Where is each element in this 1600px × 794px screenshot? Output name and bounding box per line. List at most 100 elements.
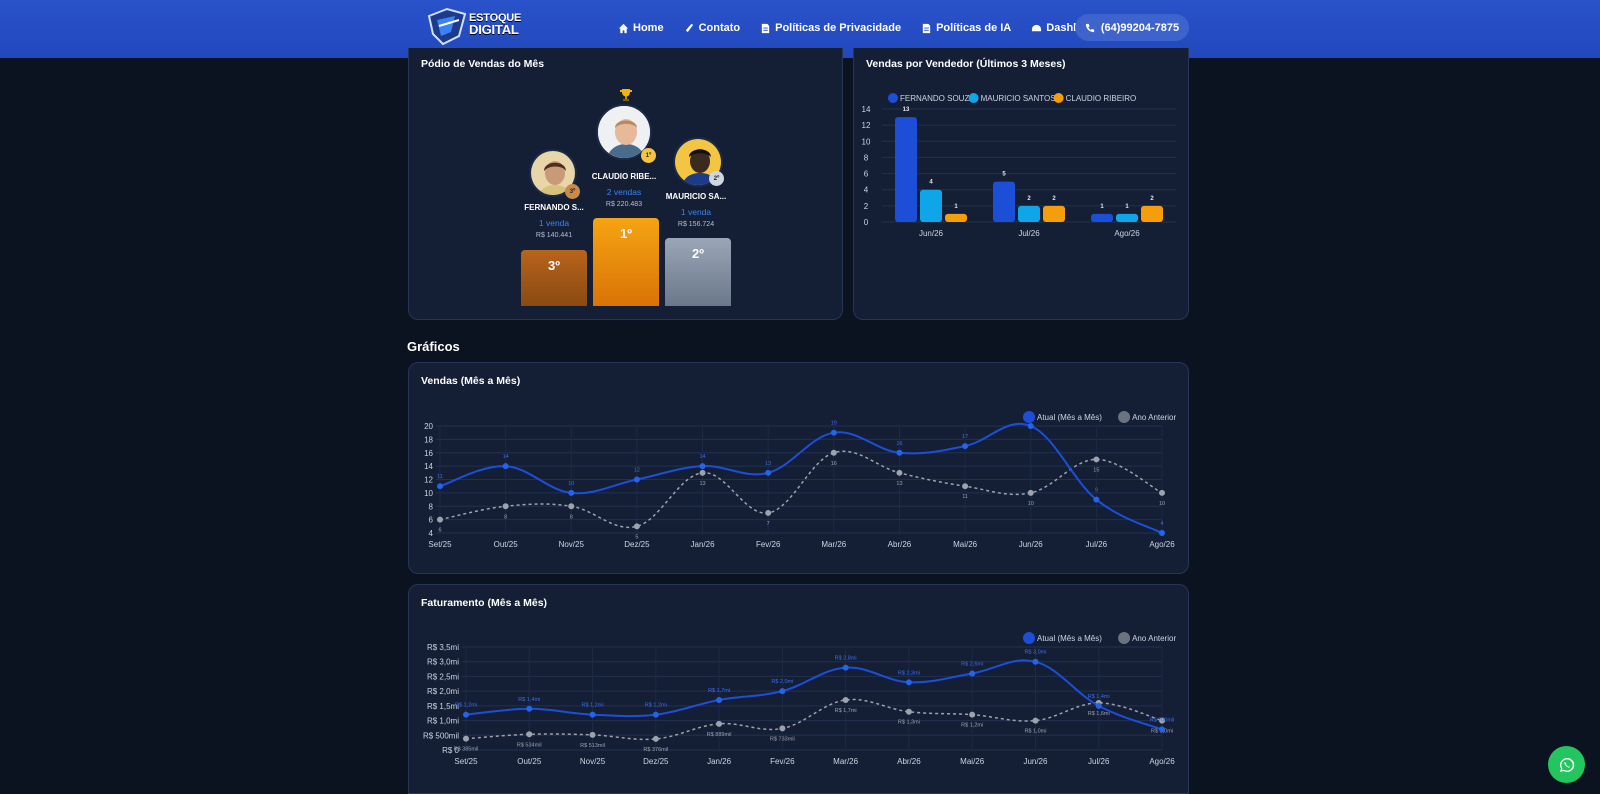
bar-value-label: 2 (1027, 196, 1031, 202)
series-line-atual (465, 659, 1163, 731)
x-tick-label: Jul/26 (1018, 229, 1040, 238)
data-point (568, 489, 575, 496)
phone-button[interactable]: (64)99204-7875 (1075, 14, 1189, 41)
x-tick-label: Dez/25 (643, 757, 669, 766)
brand-logo[interactable]: ESTOQUE DIGITAL (425, 6, 521, 46)
nav-home[interactable]: Home (618, 22, 664, 34)
series-line-atual (439, 422, 1163, 534)
nav-politicas-ia-label: Políticas de IA (936, 22, 1012, 34)
bar-value-label: 5 (1002, 172, 1006, 178)
x-tick-label: Ago/26 (1114, 229, 1140, 238)
y-tick-label: 2 (864, 202, 869, 211)
bar (1141, 205, 1163, 222)
x-tick-label: Jun/26 (919, 229, 944, 238)
faturamento-line-chart: R$ 0 R$ 500mil R$ 1,0mi R$ 1,5mi R$ 2,0mi R$ … (423, 632, 1176, 766)
data-point (652, 711, 659, 718)
y-tick-label: 6 (429, 516, 434, 525)
podium-block-second: 2º (665, 238, 731, 306)
data-point (502, 503, 509, 510)
legend-label: Atual (Mês a Mês) (1037, 413, 1102, 422)
data-point (830, 429, 837, 436)
podium-title: Pódio de Vendas do Mês (421, 58, 545, 70)
legend-swatch (888, 93, 898, 103)
data-label: 8 (504, 514, 507, 520)
data-point (765, 509, 772, 516)
data-point (1095, 702, 1102, 709)
y-tick-label: R$ 1,5mi (427, 702, 459, 711)
x-tick-label: Fev/26 (770, 757, 795, 766)
bar (1043, 205, 1065, 222)
x-tick-label: Out/25 (517, 757, 542, 766)
x-tick-label: Jan/26 (707, 757, 732, 766)
brand-line-1: ESTOQUE (469, 12, 522, 24)
section-title-graficos: Gráficos (407, 339, 460, 354)
legend-swatch (968, 93, 979, 103)
nav-privacidade-label: Políticas de Privacidade (775, 22, 902, 34)
data-point (1159, 530, 1165, 536)
data-label: 4 (1160, 521, 1163, 527)
data-label: 14 (699, 454, 705, 460)
nav-privacidade[interactable]: Políticas de Privacidade (760, 22, 901, 34)
x-tick-label: Abr/26 (888, 540, 912, 549)
x-tick-label: Ago/26 (1149, 757, 1175, 766)
y-tick-label: 8 (429, 502, 434, 511)
data-label: 8 (570, 514, 573, 520)
data-point (765, 469, 772, 476)
data-point (1027, 423, 1034, 429)
third-seller-sales: 1 venda (538, 218, 570, 228)
data-point (716, 720, 723, 727)
data-point (652, 735, 659, 742)
data-label: R$ 1,4mi (1088, 694, 1110, 700)
podium-block-third: 3º (521, 250, 587, 306)
data-point (1032, 717, 1039, 724)
bar (945, 213, 967, 222)
y-tick-label: 20 (424, 422, 433, 431)
data-point (699, 463, 706, 470)
legend-swatch (1118, 632, 1131, 644)
rank-badge-second: 2º (709, 171, 724, 186)
vendas-chart-title: Vendas (Mês a Mês) (421, 375, 521, 387)
data-point (1159, 726, 1165, 733)
first-seller-sales: 2 vendas (606, 187, 642, 197)
y-tick-label: 14 (424, 462, 433, 471)
data-label: R$ 700mil (1150, 717, 1175, 723)
vendas-chart-card: Vendas (Mês a Mês) 4 6 8 10 12 14 16 18 20 Set/25… (408, 362, 1189, 574)
bar (1116, 213, 1138, 222)
data-point (969, 711, 976, 718)
nav-contato[interactable]: Contato (684, 22, 740, 34)
nav-politicas-ia[interactable]: Políticas de IA (921, 22, 1011, 34)
data-point (842, 696, 849, 703)
data-point (1032, 658, 1039, 665)
x-tick-label: Jun/26 (1023, 757, 1048, 766)
data-point (526, 705, 533, 712)
bar (993, 181, 1015, 222)
y-tick-label: 14 (862, 105, 871, 114)
y-tick-label: R$ 2,0mi (427, 687, 459, 696)
data-label: R$ 3,0mi (1024, 650, 1046, 656)
data-point (633, 523, 640, 530)
data-label: 16 (896, 441, 902, 447)
data-point (969, 670, 976, 677)
data-label: R$ 1,7mi (835, 708, 857, 714)
data-label: R$ 534mil (517, 742, 542, 748)
phone-number: (64)99204-7875 (1100, 21, 1180, 34)
x-tick-label: Jun/26 (1019, 540, 1044, 549)
y-tick-label: R$ 1,0mi (427, 717, 459, 726)
x-tick-label: Set/25 (428, 540, 452, 549)
x-tick-label: Mai/26 (960, 757, 985, 766)
bar-value-label: 13 (903, 107, 910, 113)
bar (920, 189, 942, 222)
data-label: 17 (962, 434, 968, 440)
x-tick-label: Mar/26 (821, 540, 846, 549)
legend-label: Atual (Mês a Mês) (1037, 634, 1102, 643)
whatsapp-button[interactable] (1548, 746, 1585, 783)
data-label: R$ 2,6mi (961, 661, 983, 667)
data-label: 11 (962, 494, 968, 500)
podium-block-first: 1º (593, 218, 659, 306)
data-point (437, 516, 443, 523)
legend-label: Ano Anterior (1132, 634, 1176, 643)
data-label: R$ 1,2mi (455, 703, 477, 709)
data-label: R$ 513mil (580, 743, 605, 749)
data-point (463, 735, 469, 742)
